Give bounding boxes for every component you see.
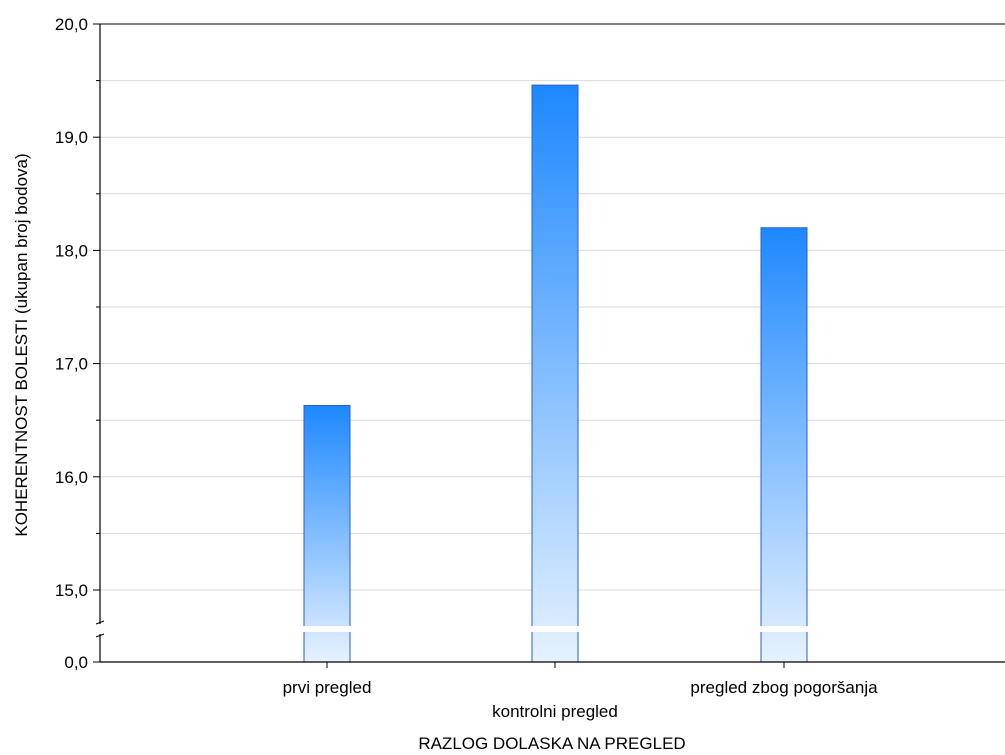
y-tick-label: 16,0 (55, 468, 88, 487)
axis-break-mark (95, 620, 105, 625)
labels: 0,0 15,0 16,0 17,0 18,0 19,0 20,0 prvi pregled k… (55, 15, 878, 721)
bar-break-gap (302, 626, 352, 632)
y-tick-label: 17,0 (55, 355, 88, 374)
y-tick-label: 20,0 (55, 15, 88, 34)
x-tick-label: prvi pregled (283, 678, 372, 697)
y-tick-label: 15,0 (55, 581, 88, 600)
bar-pregled-zbog-pogoršanja (760, 227, 808, 663)
bars (302, 84, 809, 663)
y-tick-label: 18,0 (55, 241, 88, 260)
x-tick-label: kontrolni pregled (492, 702, 618, 721)
y-tick-label: 0,0 (64, 653, 88, 672)
axes (93, 23, 1005, 668)
bar-break-gap (530, 626, 580, 632)
bar-prvi-pregled (303, 404, 351, 663)
bar-kontrolni-pregled (531, 84, 579, 663)
x-axis-title: RAZLOG DOLASKA NA PREGLED (418, 734, 685, 753)
bar-break-gap (759, 626, 809, 632)
y-axis-title: KOHERENTNOST BOLESTI (ukupan broj bodova… (12, 153, 31, 536)
x-tick-label: pregled zbog pogoršanja (690, 678, 878, 697)
axis-break-mark (95, 633, 105, 638)
y-tick-label: 19,0 (55, 128, 88, 147)
